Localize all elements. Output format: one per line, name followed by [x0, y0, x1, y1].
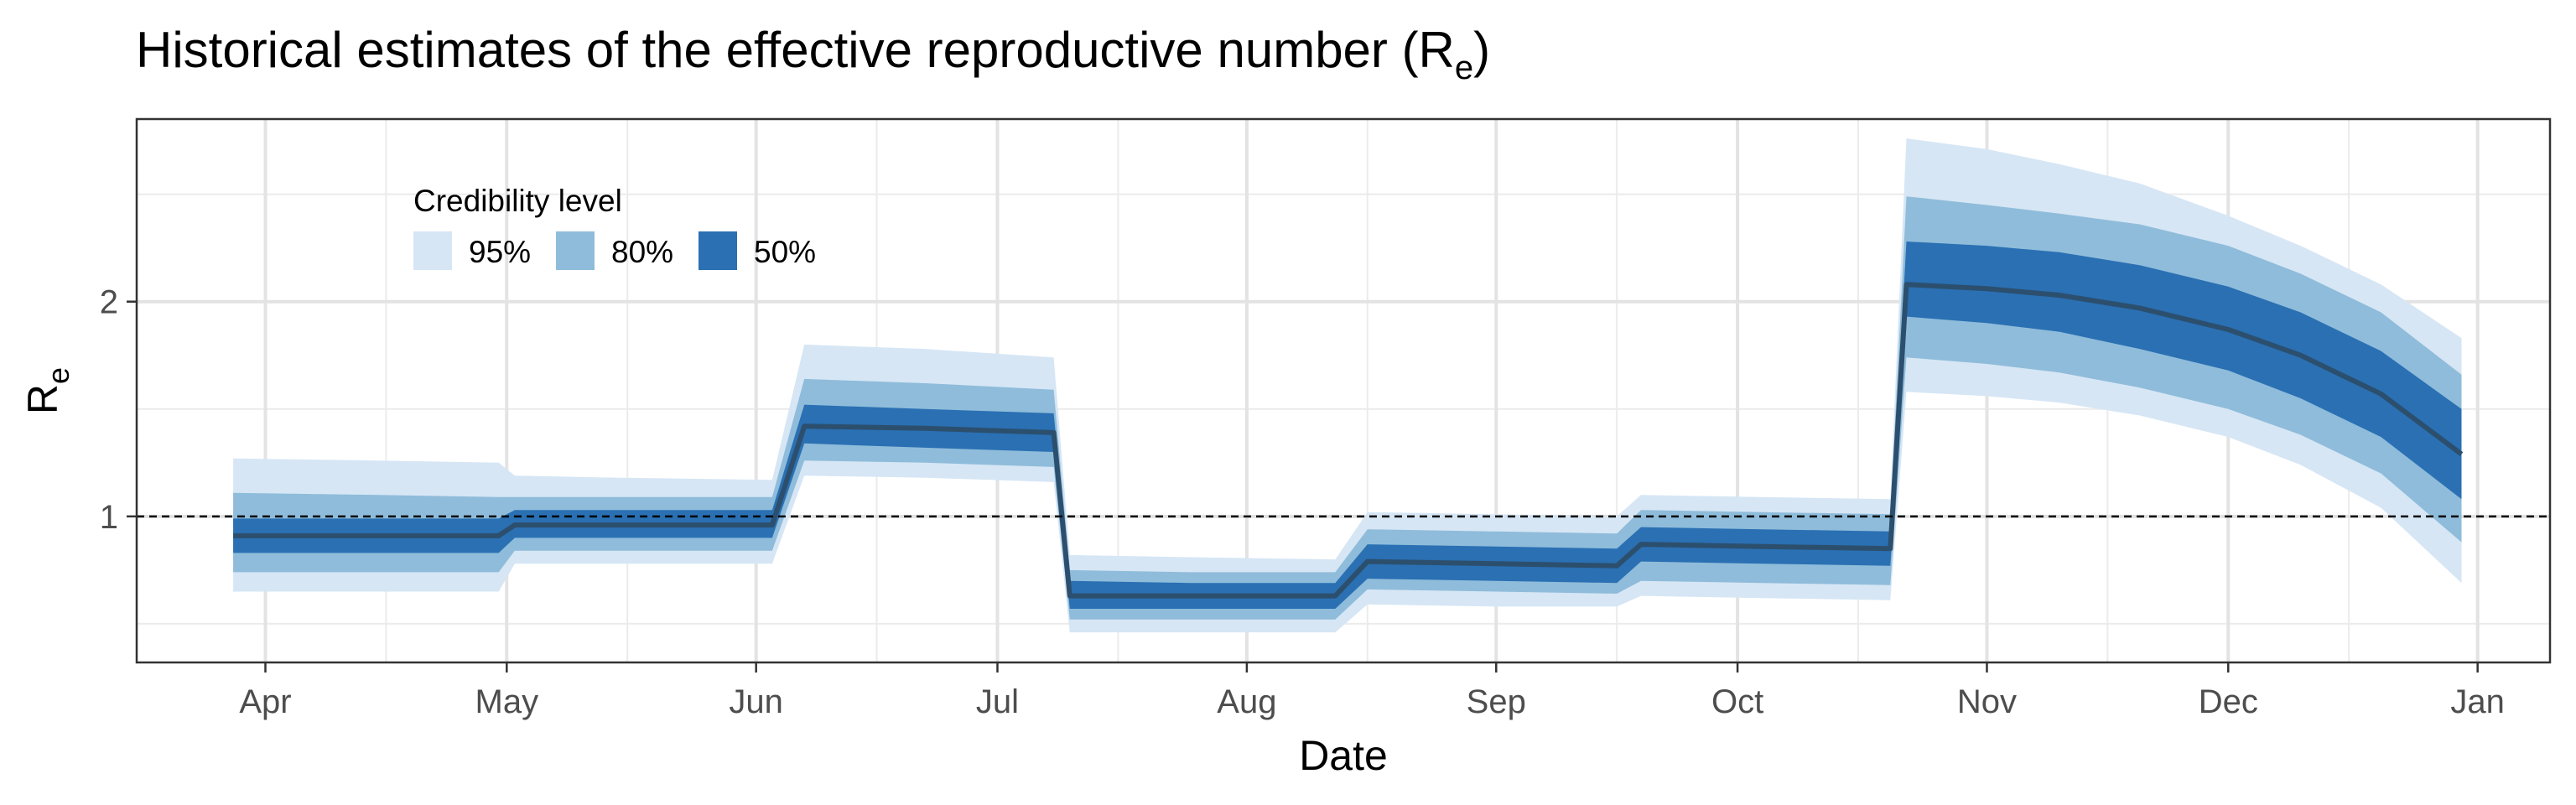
x-tick-label: Apr	[239, 683, 291, 720]
median-line	[233, 282, 2464, 599]
y-axis-title: Re	[19, 367, 75, 414]
median-estimate	[233, 282, 2464, 599]
chart-title: Historical estimates of the effective re…	[136, 22, 1490, 86]
y-axis: 12	[100, 284, 137, 536]
x-tick-label: Oct	[1711, 683, 1763, 720]
legend: Credibility level 95% 80% 50%	[413, 184, 816, 270]
legend-label: 95%	[469, 235, 531, 269]
legend-label: 80%	[611, 235, 673, 269]
x-tick-label: Jan	[2450, 683, 2505, 720]
legend-label: 50%	[754, 235, 816, 269]
legend-swatch	[699, 231, 737, 270]
x-axis: Apr May Jun Jul Aug Sep Oct Nov Dec Jan	[239, 662, 2505, 720]
y-tick-label: 1	[100, 499, 118, 536]
x-tick-label: Sep	[1467, 683, 1526, 720]
x-tick-label: Nov	[1957, 683, 2017, 720]
legend-swatch	[413, 231, 452, 270]
x-tick-label: Aug	[1217, 683, 1276, 720]
x-tick-label: May	[475, 683, 539, 720]
legend-swatch	[556, 231, 595, 270]
y-tick-label: 2	[100, 284, 118, 321]
x-axis-title: Date	[1299, 732, 1388, 779]
panel-border	[135, 117, 2552, 664]
x-tick-label: Jul	[976, 683, 1019, 720]
legend-title: Credibility level	[413, 184, 622, 218]
x-tick-label: Dec	[2199, 683, 2258, 720]
x-tick-label: Jun	[729, 683, 783, 720]
